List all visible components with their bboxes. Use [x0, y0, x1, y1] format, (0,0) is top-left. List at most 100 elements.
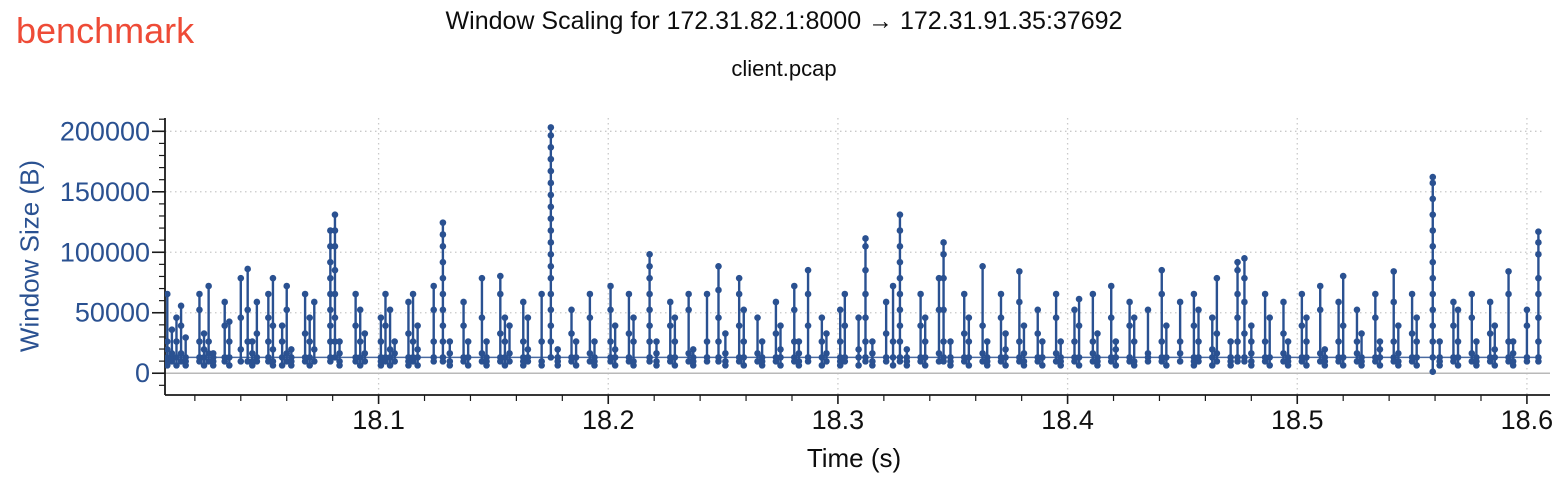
marker-dot: [735, 274, 743, 282]
marker-dot: [248, 350, 256, 357]
marker-dot: [209, 350, 217, 357]
marker-dot: [1089, 358, 1097, 365]
marker-dot: [940, 239, 947, 246]
marker-dot: [182, 334, 189, 341]
y-tick-label: 150000: [60, 177, 150, 207]
marker-dot: [356, 306, 364, 314]
marker-dot: [965, 354, 973, 361]
marker-dot: [960, 290, 968, 298]
marker-dot: [439, 274, 447, 282]
marker-dot: [165, 290, 171, 298]
marker-dot: [1002, 362, 1009, 369]
marker-dot: [758, 354, 766, 361]
marker-dot: [715, 286, 722, 294]
marker-dot: [1163, 322, 1170, 329]
marker-dot: [572, 354, 580, 361]
marker-dot: [630, 358, 637, 365]
marker-dot: [1353, 338, 1361, 345]
marker-dot: [855, 354, 862, 361]
marker-dot: [869, 350, 876, 357]
marker-dot: [497, 354, 504, 361]
marker-dot: [1429, 274, 1437, 282]
marker-dot: [1248, 338, 1255, 345]
marker-dot: [253, 298, 261, 306]
marker-dot: [804, 322, 812, 329]
marker-dot: [1234, 314, 1241, 322]
marker-dot: [1429, 227, 1437, 234]
marker-dot: [1052, 350, 1060, 357]
marker-dot: [1002, 330, 1009, 337]
marker-dot: [269, 358, 277, 365]
marker-dot: [165, 346, 171, 353]
marker-dot: [248, 338, 256, 345]
marker-dot: [722, 358, 729, 365]
marker-dot: [1429, 195, 1437, 203]
marker-dot: [882, 298, 890, 306]
marker-dot: [646, 338, 653, 345]
marker-dot: [221, 354, 229, 361]
marker-dot: [1107, 314, 1115, 322]
marker-dot: [196, 306, 203, 314]
marker-dot: [1039, 362, 1046, 369]
marker-dot: [1429, 211, 1437, 218]
marker-dot: [568, 354, 575, 361]
marker-dot: [1390, 298, 1398, 306]
marker-dot: [1390, 338, 1398, 345]
marker-dot: [269, 322, 277, 329]
marker-dot: [1535, 239, 1542, 246]
marker-dot: [173, 354, 180, 361]
marker-dot: [430, 306, 438, 314]
marker-dot: [823, 350, 830, 357]
marker-dot: [1535, 228, 1542, 236]
marker-dot: [1261, 290, 1269, 298]
marker-dot: [327, 290, 334, 298]
x-tick-label: 18.5: [1271, 405, 1324, 435]
marker-dot: [921, 314, 929, 322]
marker-dot: [248, 358, 256, 365]
marker-dot: [611, 322, 619, 329]
marker-dot: [554, 354, 562, 361]
marker-dot: [283, 350, 291, 357]
marker-dot: [1112, 338, 1120, 345]
marker-dot: [173, 314, 180, 322]
marker-dot: [1390, 268, 1398, 275]
marker-dot: [356, 338, 364, 345]
marker-dot: [1429, 354, 1437, 361]
marker-dot: [237, 314, 245, 322]
marker-dot: [1094, 330, 1101, 337]
marker-dot: [439, 219, 447, 226]
marker-dot: [382, 290, 389, 298]
marker-dot: [1163, 354, 1170, 361]
marker-dot: [1523, 354, 1531, 361]
marker-dot: [1234, 290, 1241, 298]
marker-dot: [804, 354, 812, 361]
marker-dot: [1280, 298, 1287, 306]
marker-dot: [331, 211, 339, 218]
marker-dot: [855, 362, 862, 369]
marker-dot: [572, 338, 580, 345]
marker-dot: [607, 354, 614, 361]
marker-dot: [1429, 258, 1437, 266]
marker-dot: [237, 274, 245, 282]
marker-dot: [1376, 338, 1384, 345]
marker-dot: [253, 354, 261, 361]
marker-dot: [177, 350, 185, 357]
marker-dot: [1039, 354, 1046, 361]
brand-logo: benchmark: [16, 10, 195, 51]
marker-dot: [377, 314, 385, 322]
marker-dot: [391, 358, 398, 365]
x-tick-label: 18.2: [582, 405, 635, 435]
marker-dot: [960, 330, 968, 337]
marker-dot: [278, 354, 286, 361]
marker-dot: [836, 338, 844, 345]
marker-dot: [1509, 350, 1517, 357]
marker-dot: [327, 227, 334, 234]
marker-dot: [391, 350, 398, 357]
marker-dot: [1130, 358, 1138, 365]
marker-dot: [1034, 330, 1042, 337]
marker-dot: [306, 314, 313, 322]
marker-dot: [464, 354, 472, 361]
marker-dot: [841, 322, 849, 329]
marker-dot: [301, 354, 309, 361]
